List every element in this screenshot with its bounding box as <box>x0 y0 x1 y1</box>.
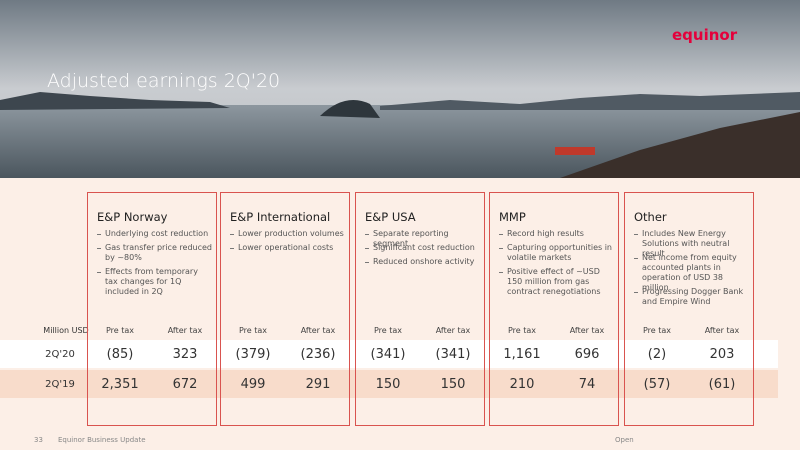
column-header: Pre tax <box>507 326 537 335</box>
row-band <box>0 340 778 368</box>
bullet-dash <box>634 258 638 259</box>
bullet-dash <box>230 248 234 249</box>
value-cell: 150 <box>375 377 401 392</box>
segment-box <box>489 192 619 426</box>
value-cell: 323 <box>172 347 198 362</box>
row-band <box>0 370 778 398</box>
bullet-dash <box>499 248 503 249</box>
bullet: Lower operational costs <box>230 243 346 253</box>
slide-title: Adjusted earnings 2Q'20 <box>47 70 281 92</box>
value-cell: (236) <box>300 347 336 362</box>
segment-name: E&P USA <box>365 210 416 224</box>
column-header: Pre tax <box>373 326 403 335</box>
column-header: After tax <box>569 326 605 335</box>
header-photo <box>0 0 800 178</box>
bullet-dash <box>365 234 369 235</box>
value-cell: 2,351 <box>101 377 139 392</box>
bullet-dash <box>634 292 638 293</box>
value-cell: (57) <box>643 377 671 392</box>
value-cell: (61) <box>708 377 736 392</box>
segment-name: Other <box>634 210 667 224</box>
bullet: Lower production volumes <box>230 229 346 239</box>
value-cell: 291 <box>305 377 331 392</box>
value-cell: 672 <box>172 377 198 392</box>
bullet: Record high results <box>499 229 615 239</box>
column-header: After tax <box>300 326 336 335</box>
value-cell: 210 <box>509 377 535 392</box>
bullet-dash <box>97 234 101 235</box>
bullet: Underlying cost reduction <box>97 229 213 239</box>
value-cell: (2) <box>647 347 667 362</box>
segment-box <box>87 192 217 426</box>
unit-label: Million USD <box>43 326 89 335</box>
row-label: 2Q'19 <box>45 379 75 390</box>
column-header: Pre tax <box>642 326 672 335</box>
bullet: Net income from equity accounted plants … <box>634 253 750 293</box>
bullet: Effects from temporary tax changes for 1… <box>97 267 213 297</box>
value-cell: 203 <box>709 347 735 362</box>
bullet: Capturing opportunities in volatile mark… <box>499 243 615 263</box>
bullet-dash <box>230 234 234 235</box>
bullet: Gas transfer price reduced by ~80% <box>97 243 213 263</box>
footer-text: Equinor Business Update <box>58 436 146 444</box>
value-cell: (379) <box>235 347 271 362</box>
value-cell: 1,161 <box>503 347 541 362</box>
segment-box <box>355 192 485 426</box>
column-header: Pre tax <box>238 326 268 335</box>
bullet-dash <box>97 248 101 249</box>
page-number: 33 <box>34 436 43 444</box>
segment-box <box>220 192 350 426</box>
segment-box <box>624 192 754 426</box>
bullet: Positive effect of ~USD 150 million from… <box>499 267 615 297</box>
bullet-dash <box>365 248 369 249</box>
value-cell: (85) <box>106 347 134 362</box>
value-cell: (341) <box>435 347 471 362</box>
bullet: Separate reporting segment <box>365 229 481 249</box>
bullet-dash <box>97 272 101 273</box>
bullet: Reduced onshore activity <box>365 257 481 267</box>
bullet-dash <box>499 234 503 235</box>
segment-name: E&P Norway <box>97 210 168 224</box>
row-label: 2Q'20 <box>45 349 75 360</box>
column-header: After tax <box>435 326 471 335</box>
bullet-dash <box>365 262 369 263</box>
value-cell: 150 <box>440 377 466 392</box>
bullet-dash <box>499 272 503 273</box>
bullet: Significant cost reduction <box>365 243 481 253</box>
bullet: Progressing Dogger Bank and Empire Wind <box>634 287 750 307</box>
classification: Open <box>615 436 634 444</box>
column-header: After tax <box>704 326 740 335</box>
value-cell: 74 <box>578 377 596 392</box>
segment-name: E&P International <box>230 210 331 224</box>
value-cell: 499 <box>240 377 266 392</box>
value-cell: 696 <box>574 347 600 362</box>
bullet: Includes New Energy Solutions with neutr… <box>634 229 750 259</box>
column-header: After tax <box>167 326 203 335</box>
column-header: Pre tax <box>105 326 135 335</box>
segment-name: MMP <box>499 210 526 224</box>
logo: equinor <box>672 26 738 44</box>
bullet-dash <box>634 234 638 235</box>
value-cell: (341) <box>370 347 406 362</box>
